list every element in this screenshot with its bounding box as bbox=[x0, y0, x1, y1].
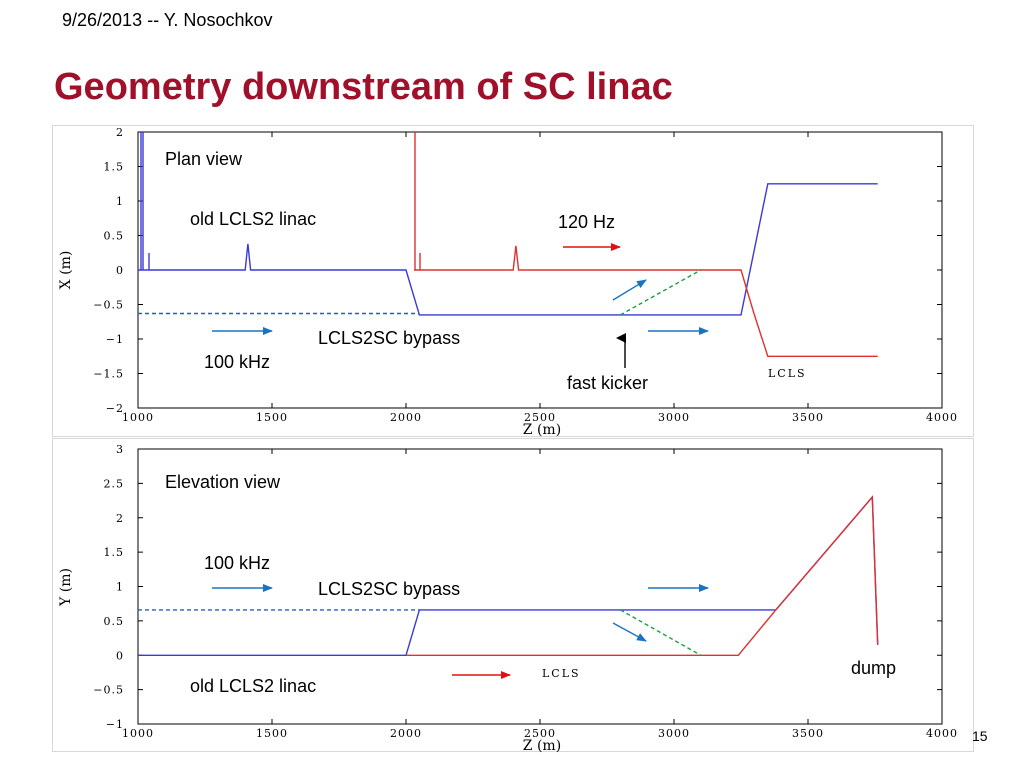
elev-series-line-3 bbox=[620, 609, 702, 656]
plan-old-linac-label: old LCLS2 linac bbox=[190, 209, 316, 229]
elevation-view-chart: 1000 1500 2000 2500 3000 3500 4000 3 2.5 2 1.5 1 0.5… bbox=[58, 443, 958, 754]
plan-ytick-label: 0.5 bbox=[104, 230, 125, 243]
plan-xtick-label: 2500 bbox=[524, 411, 556, 424]
elev-series-group bbox=[138, 495, 879, 656]
elev-dump-label: dump bbox=[851, 658, 896, 678]
elev-series-line-0 bbox=[138, 495, 879, 656]
elev-ytick-label: 3 bbox=[116, 443, 124, 456]
plan-ytick-label: 0 bbox=[116, 264, 124, 277]
plan-lcls-label: LCLS bbox=[768, 367, 807, 380]
plan-ytick-label: 2 bbox=[116, 126, 124, 139]
plan-ytick-label: 1 bbox=[116, 195, 124, 208]
elev-ytick-label: 2.5 bbox=[104, 477, 125, 490]
elev-ytick-label: 0 bbox=[116, 649, 124, 662]
plan-ytick-label: −1.5 bbox=[93, 368, 124, 381]
plan-xtick-label: 4000 bbox=[926, 411, 958, 424]
plan-xtick-label: 1000 bbox=[122, 411, 154, 424]
slide-title: Geometry downstream of SC linac bbox=[54, 66, 673, 108]
elev-ytick-label: −0.5 bbox=[93, 684, 124, 697]
plan-fast-kicker-label: fast kicker bbox=[567, 373, 648, 393]
elev-ytick-label: −1 bbox=[106, 718, 124, 731]
plan-view-panel-frame bbox=[52, 125, 974, 437]
plan-xtick-label: 3500 bbox=[792, 411, 824, 424]
plan-120hz-label: 120 Hz bbox=[558, 212, 615, 232]
plan-ylabel: X (m) bbox=[58, 251, 74, 290]
elev-bypass-label: LCLS2SC bypass bbox=[318, 579, 460, 599]
elev-ytick-label: 2 bbox=[116, 512, 124, 525]
plan-100khz-label: 100 kHz bbox=[204, 352, 270, 372]
elev-panel-title: Elevation view bbox=[165, 472, 281, 492]
elev-ytick-label: 1.5 bbox=[104, 546, 125, 559]
elev-old-linac-label: old LCLS2 linac bbox=[190, 676, 316, 696]
plan-ytick-label: −0.5 bbox=[93, 299, 124, 312]
elev-axis-ticks: 1000 1500 2000 2500 3000 3500 4000 3 2.5 2 1.5 1 0.5… bbox=[93, 443, 958, 740]
elev-lcls-label: LCLS bbox=[542, 667, 581, 680]
plan-ytick-label: −1 bbox=[106, 333, 124, 346]
elev-ylabel: Y (m) bbox=[58, 568, 74, 607]
elev-xlabel: Z (m) bbox=[523, 738, 561, 754]
plan-xlabel: Z (m) bbox=[523, 422, 561, 438]
elev-xtick-label: 3500 bbox=[792, 727, 824, 740]
elevation-view-panel-frame bbox=[52, 438, 974, 752]
plan-series-line-1 bbox=[414, 245, 878, 357]
plan-view-chart: 1000 1500 2000 2500 3000 3500 4000 2 1.5 1 0.5 0 −0.… bbox=[58, 126, 958, 438]
plan-ytick-label: 1.5 bbox=[104, 161, 125, 174]
plan-xtick-label: 3000 bbox=[658, 411, 690, 424]
elev-xtick-label: 1500 bbox=[256, 727, 288, 740]
plan-kick-arrow bbox=[612, 279, 647, 301]
date-author-header: 9/26/2013 -- Y. Nosochkov bbox=[62, 10, 273, 30]
plan-series-line-0 bbox=[138, 183, 878, 316]
page-number: 15 bbox=[972, 728, 988, 744]
elev-xtick-label: 4000 bbox=[926, 727, 958, 740]
plan-bypass-label: LCLS2SC bypass bbox=[318, 328, 460, 348]
elev-xtick-label: 2500 bbox=[524, 727, 556, 740]
plan-axis-ticks: 1000 1500 2000 2500 3000 3500 4000 2 1.5 1 0.5 0 −0.… bbox=[93, 126, 958, 424]
elev-kick-arrow bbox=[612, 622, 647, 642]
elev-ytick-label: 0.5 bbox=[104, 615, 125, 628]
plan-series-group bbox=[138, 132, 878, 357]
elev-series-line-1 bbox=[406, 495, 879, 656]
plan-series-line-3 bbox=[620, 269, 702, 316]
elev-xtick-label: 2000 bbox=[390, 727, 422, 740]
plan-ytick-label: −2 bbox=[106, 402, 124, 415]
elev-ytick-label: 1 bbox=[116, 581, 124, 594]
plan-xtick-label: 1500 bbox=[256, 411, 288, 424]
plan-xtick-label: 2000 bbox=[390, 411, 422, 424]
elev-xtick-label: 3000 bbox=[658, 727, 690, 740]
elev-100khz-label: 100 kHz bbox=[204, 553, 270, 573]
elev-xtick-label: 1000 bbox=[122, 727, 154, 740]
plan-panel-title: Plan view bbox=[165, 149, 243, 169]
